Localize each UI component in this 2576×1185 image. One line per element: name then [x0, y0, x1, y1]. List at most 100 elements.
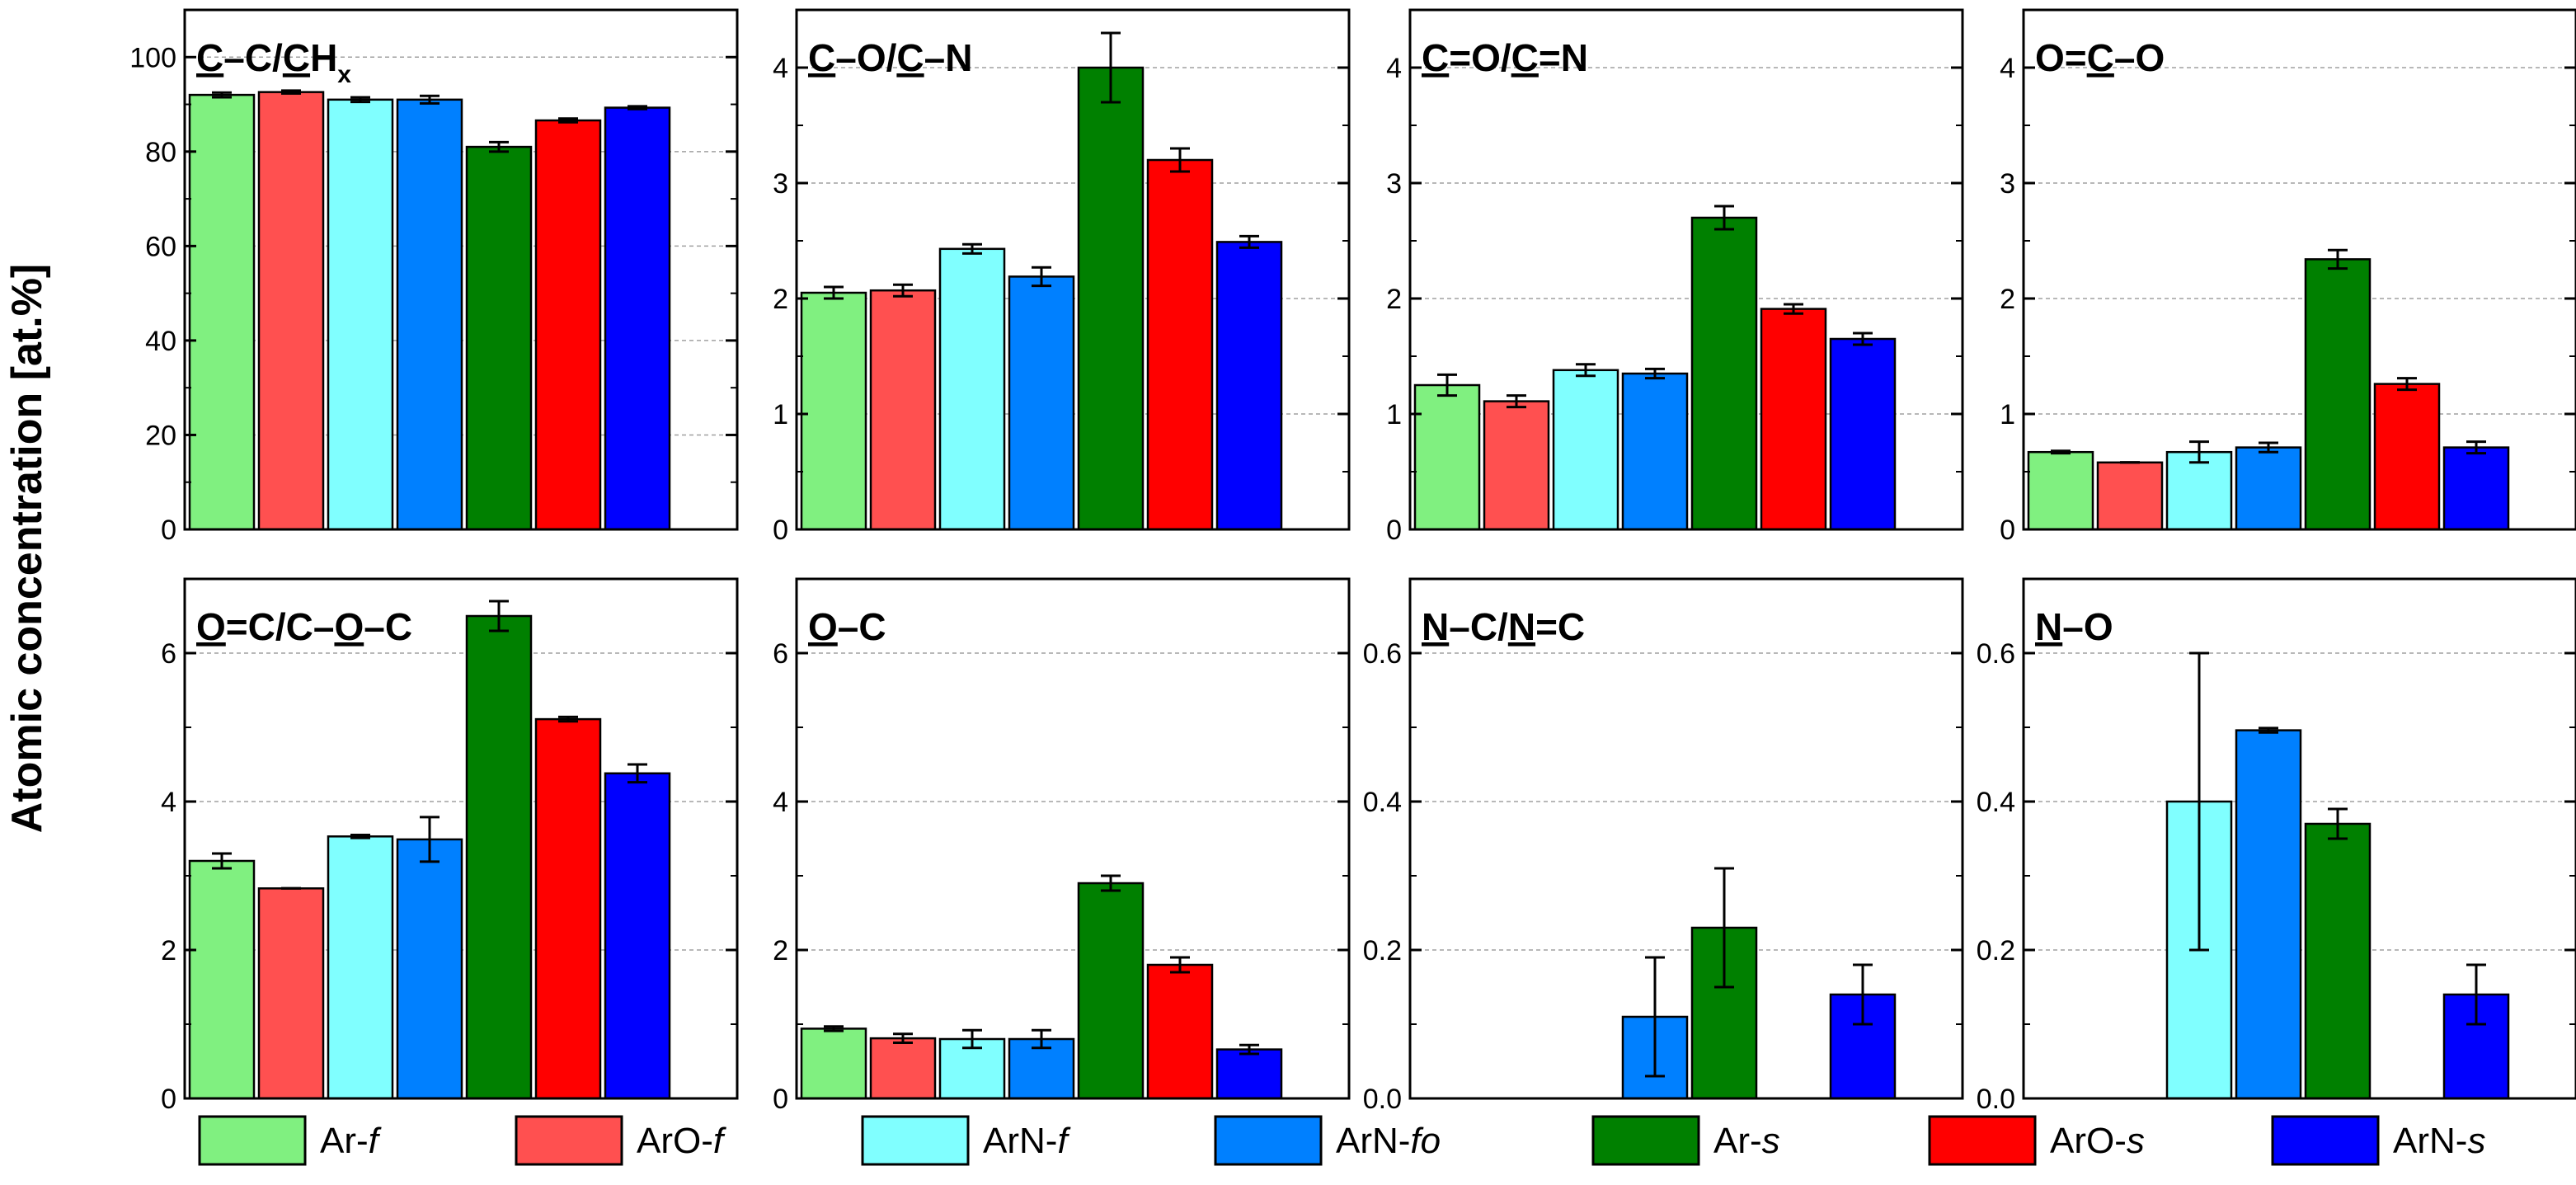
- y-tick-label: 1: [773, 399, 788, 430]
- error-bar-Ar-s: [1101, 31, 1121, 104]
- bar-Ar-f: [800, 1027, 867, 1100]
- error-bar-ArN-f: [2189, 440, 2209, 464]
- error-bar-ArN-f: [962, 1028, 982, 1050]
- legend-swatch: [1591, 1115, 1700, 1166]
- y-tick-label: 1: [2000, 399, 2015, 430]
- legend-item-ArN-s: ArN-s: [2271, 1115, 2485, 1166]
- y-tick-label: 40: [145, 326, 176, 357]
- error-bar-ArO-s: [2397, 377, 2417, 392]
- bar-Ar-s: [465, 145, 533, 531]
- error-bar-ArN-fo: [2259, 441, 2278, 454]
- bar-ArO-s: [1146, 963, 1214, 1100]
- bar-ArO-s: [1146, 158, 1214, 531]
- error-bar-ArO-f: [893, 1032, 913, 1044]
- error-bar-ArN-f: [2189, 651, 2209, 952]
- panel-frame: [795, 577, 1351, 1100]
- y-tick-label: 0: [773, 515, 788, 546]
- panel-7: 0.0 0.2 0.4 0.6 N–C/N=C: [1363, 577, 1964, 1115]
- legend-item-ArN-f: ArN-f: [861, 1115, 1071, 1166]
- error-bar-ArN-s: [1239, 1043, 1259, 1056]
- legend-label: ArO-s: [2050, 1121, 2145, 1161]
- y-tick-label: 6: [773, 638, 788, 670]
- y-tick-label: 3: [773, 168, 788, 200]
- y-tick-label: 3: [2000, 168, 2015, 200]
- bar-ArN-s: [1215, 1048, 1283, 1100]
- panel-1: 0 20 40 60 80 100 C–C/CHx: [129, 8, 739, 546]
- error-bar-Ar-s: [1714, 205, 1734, 231]
- error-bar-ArO-f: [1507, 394, 1526, 409]
- panel-title: C=O/C=N: [1422, 36, 1588, 79]
- error-bar-Ar-f: [824, 1025, 844, 1032]
- bar-ArO-f: [2096, 461, 2164, 531]
- error-bar-Ar-s: [2328, 807, 2348, 840]
- y-tick-label: 0.4: [1977, 787, 2015, 818]
- bar-ArO-s: [534, 119, 602, 531]
- bar-ArN-f: [1552, 369, 1619, 531]
- panel-frame: [2022, 8, 2576, 531]
- bar-Ar-f: [800, 291, 867, 531]
- y-tick-label: 4: [2000, 53, 2015, 84]
- panel-3: 0 1 2 3 4 C=O/C=N: [1386, 8, 1964, 546]
- panel-frame: [183, 8, 739, 531]
- error-bar-ArN-fo: [1032, 1028, 1051, 1050]
- bar-Ar-s: [1690, 216, 1758, 531]
- bar-ArO-s: [2373, 383, 2441, 531]
- bar-ArN-f: [327, 98, 394, 531]
- bar-ArO-s: [1760, 308, 1827, 531]
- bar-ArN-fo: [2235, 446, 2302, 531]
- y-tick-label: 4: [1386, 53, 1402, 84]
- bar-ArN-fo: [396, 838, 463, 1100]
- error-bar-ArN-s: [628, 105, 647, 111]
- error-bar-Ar-f: [212, 91, 232, 99]
- bar-ArO-f: [1483, 400, 1550, 531]
- error-bar-ArN-s: [1239, 234, 1259, 249]
- bar-Ar-f: [188, 93, 256, 531]
- legend-label: Ar-s: [1713, 1121, 1780, 1161]
- error-bar-ArN-s: [1853, 963, 1873, 1026]
- y-tick-label: 0: [773, 1084, 788, 1115]
- error-bar-ArN-fo: [1032, 266, 1051, 288]
- y-tick-label: 2: [773, 935, 788, 966]
- y-tick-label: 3: [1386, 168, 1402, 200]
- y-tick-label: 4: [773, 53, 788, 84]
- error-bar-ArN-fo: [420, 816, 440, 863]
- error-bar-ArN-f: [962, 242, 982, 255]
- error-bar-Ar-f: [824, 285, 844, 300]
- legend: Ar-f ArO-f ArN-f ArN-fo Ar-s ArO-s ArN-s: [198, 1115, 2485, 1166]
- y-tick-label: 2: [2000, 284, 2015, 315]
- legend-item-Ar-s: Ar-s: [1591, 1115, 1780, 1166]
- bar-ArO-f: [869, 289, 937, 531]
- bar-ArN-s: [2442, 446, 2510, 531]
- panel-title: C–O/C–N: [808, 36, 972, 79]
- error-bar-ArN-f: [350, 834, 370, 839]
- y-tick-label: 0: [2000, 515, 2015, 546]
- error-bar-ArO-s: [558, 715, 578, 723]
- panel-title: C–C/CHx: [196, 36, 351, 88]
- legend-item-ArO-f: ArO-f: [515, 1115, 727, 1166]
- panel-title: N–O: [2035, 605, 2113, 648]
- bar-Ar-s: [465, 614, 533, 1100]
- legend-swatch: [1928, 1115, 2037, 1166]
- panel-8: 0.0 0.2 0.4 0.6 N–O: [1977, 577, 2576, 1115]
- y-tick-label: 80: [145, 137, 176, 168]
- bar-ArN-s: [1829, 337, 1897, 531]
- y-tick-label: 0.4: [1363, 787, 1402, 818]
- panel-frame: [1408, 577, 1964, 1100]
- y-tick-label: 0.6: [1977, 638, 2015, 670]
- error-bar-ArN-fo: [420, 94, 440, 105]
- error-bar-ArO-s: [1170, 956, 1190, 974]
- y-tick-label: 2: [773, 284, 788, 315]
- error-bar-Ar-s: [1101, 874, 1121, 892]
- y-tick-label: 6: [161, 638, 176, 670]
- bar-ArN-f: [327, 835, 394, 1100]
- bar-Ar-s: [2304, 822, 2372, 1100]
- error-bar-ArN-s: [2466, 963, 2486, 1026]
- error-bar-ArO-s: [1784, 303, 1803, 315]
- legend-label: Ar-f: [320, 1121, 383, 1161]
- legend-swatch: [198, 1115, 307, 1166]
- bar-Ar-f: [2027, 450, 2094, 531]
- y-tick-label: 1: [1386, 399, 1402, 430]
- bar-ArN-f: [938, 247, 1006, 531]
- y-tick-label: 0.2: [1363, 935, 1402, 966]
